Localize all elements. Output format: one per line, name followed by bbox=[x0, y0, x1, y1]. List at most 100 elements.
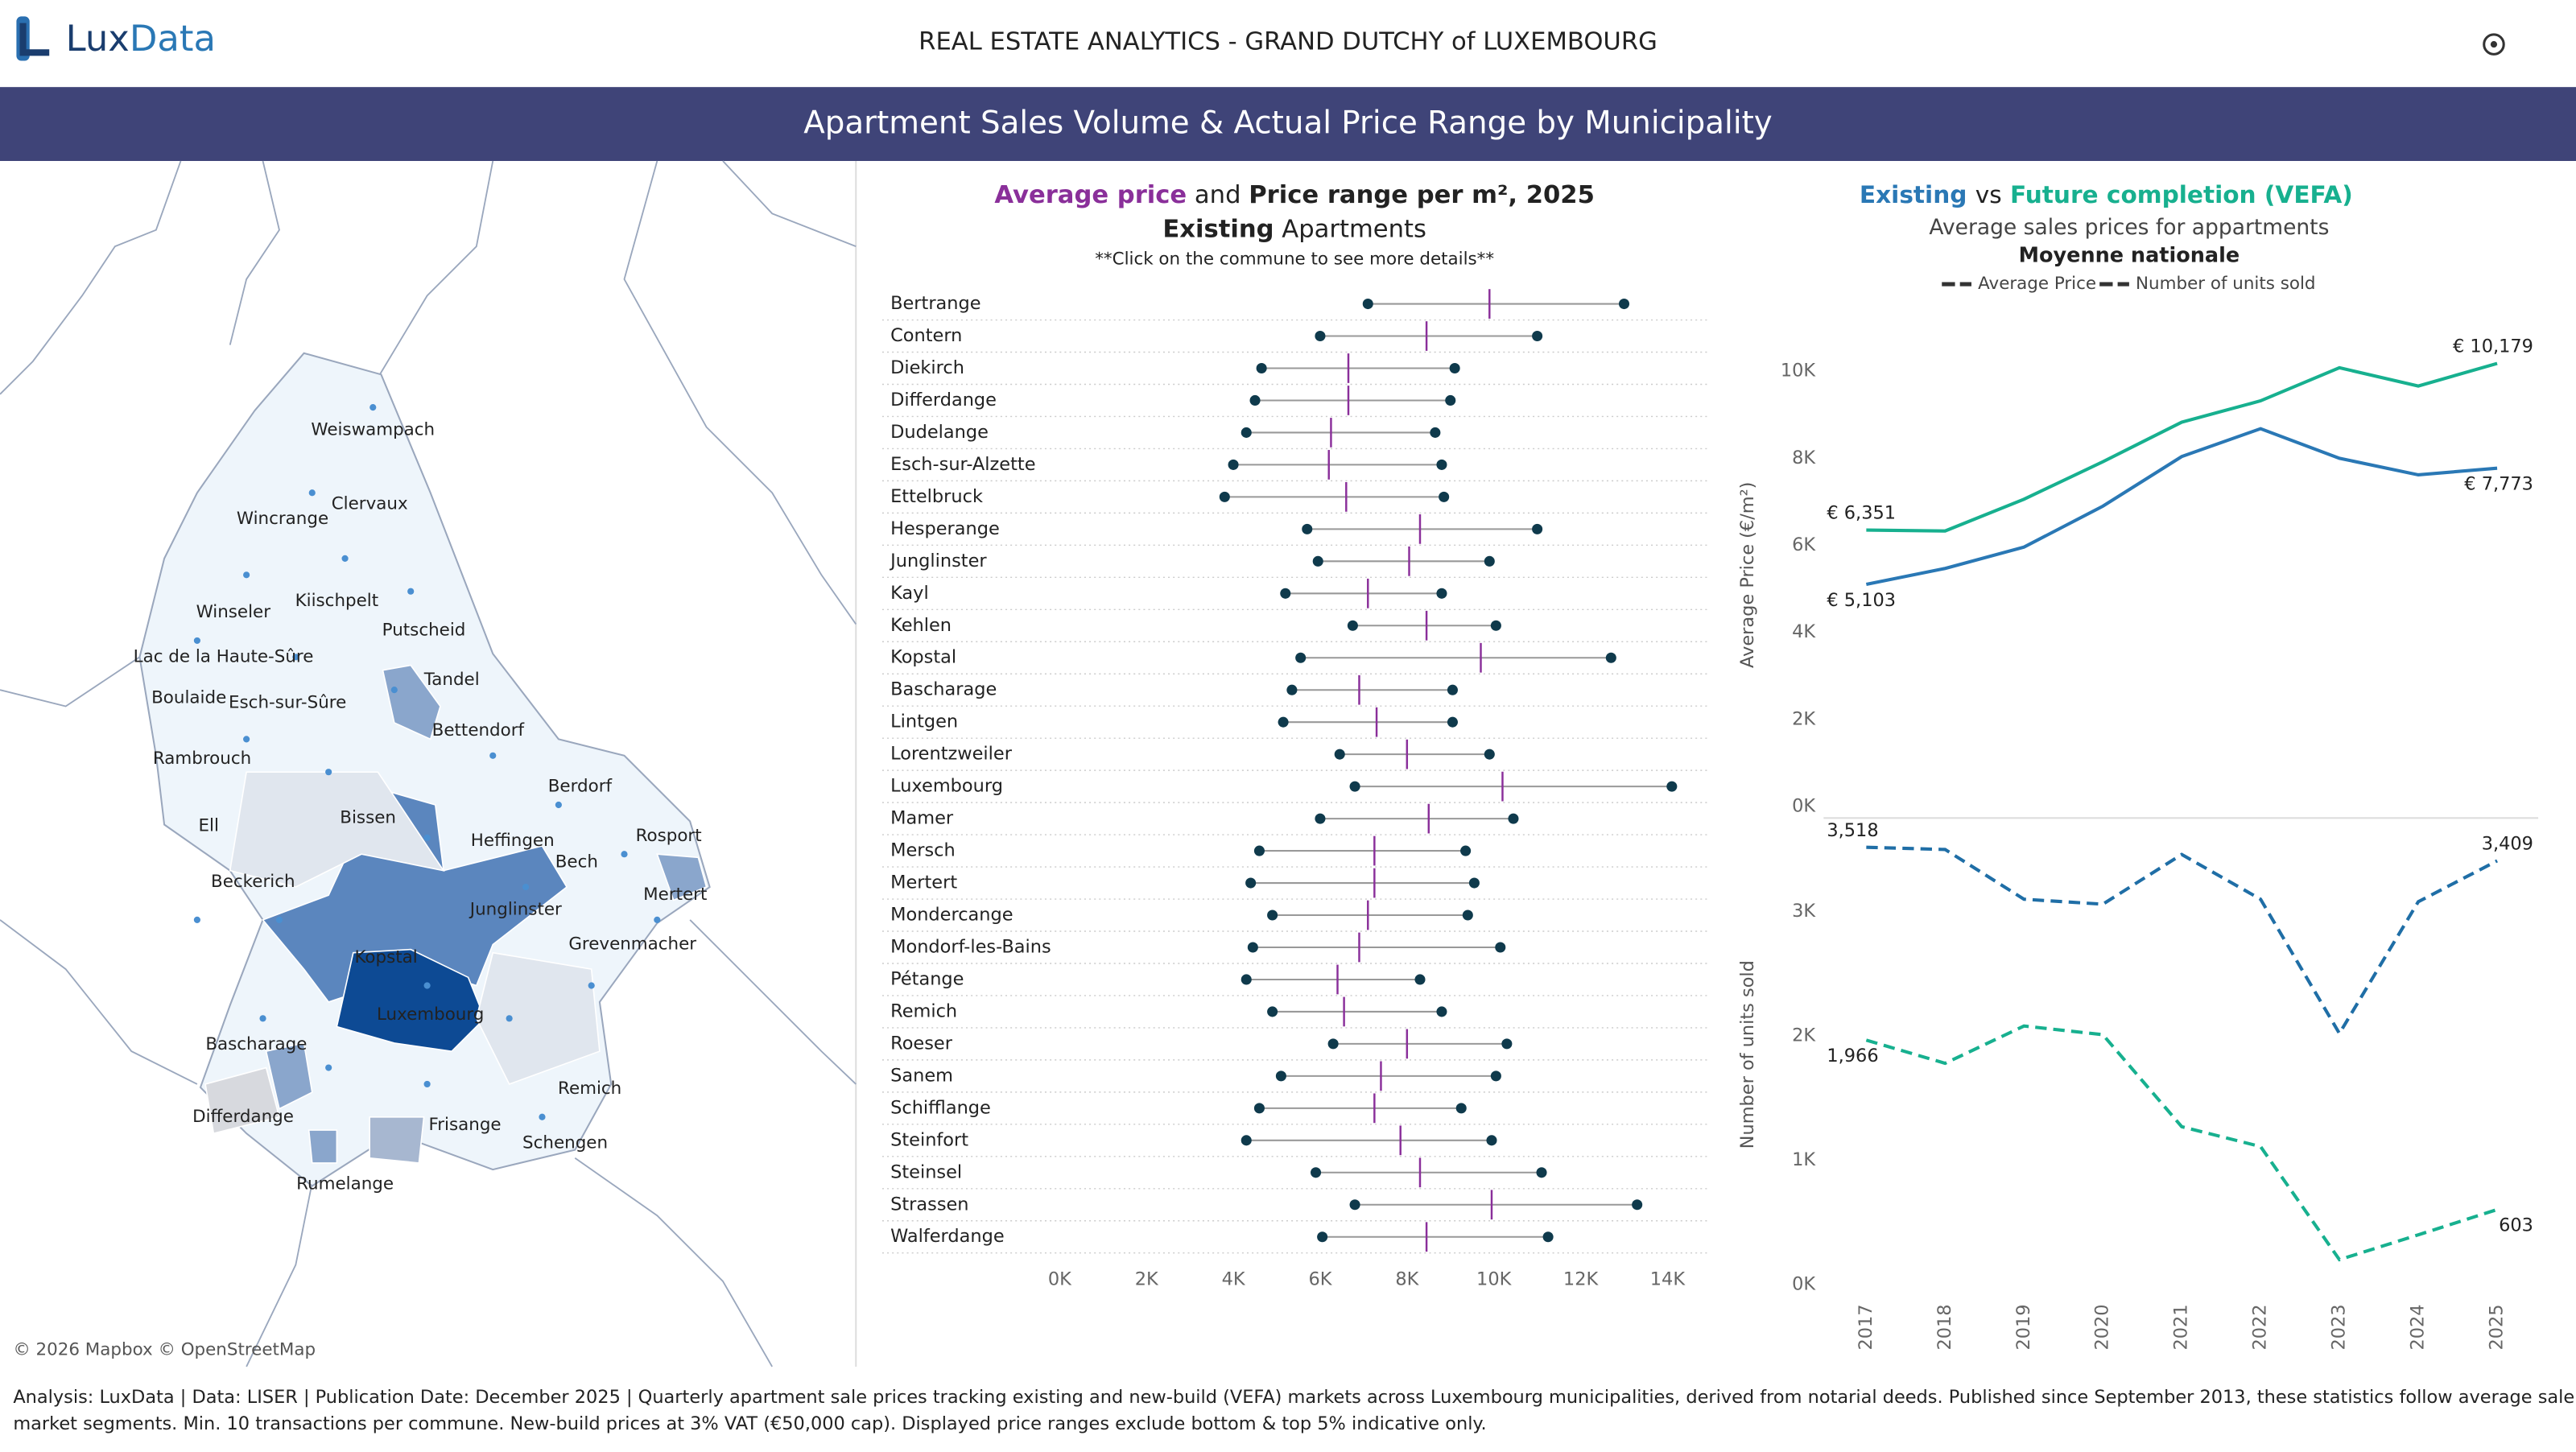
commune-name[interactable]: Differdange bbox=[890, 390, 997, 410]
commune-name[interactable]: Strassen bbox=[890, 1194, 968, 1215]
commune-row[interactable]: Junglinster bbox=[881, 546, 1709, 579]
commune-row[interactable]: Steinfort bbox=[881, 1125, 1709, 1157]
x-tick-label: 2K bbox=[1135, 1268, 1159, 1289]
range-low-dot bbox=[1334, 749, 1345, 760]
range-high-dot bbox=[1605, 652, 1616, 663]
logo-text: Data bbox=[130, 17, 216, 60]
commune-row[interactable]: Steinsel bbox=[881, 1157, 1709, 1190]
commune-name[interactable]: Remich bbox=[890, 1000, 957, 1021]
commune-row[interactable]: Lintgen bbox=[881, 707, 1709, 739]
commune-name[interactable]: Bascharage bbox=[890, 679, 997, 700]
range-high-dot bbox=[1462, 910, 1473, 921]
map-label: Junglinster bbox=[469, 900, 562, 920]
commune-name[interactable]: Sanem bbox=[890, 1065, 953, 1086]
commune-row[interactable]: Differdange bbox=[881, 386, 1709, 418]
data-label: € 5,103 bbox=[1827, 590, 1896, 611]
commune-name[interactable]: Kayl bbox=[890, 583, 929, 604]
range-low-dot bbox=[1228, 459, 1239, 470]
commune-row[interactable]: Kehlen bbox=[881, 610, 1709, 642]
commune-row[interactable]: Luxembourg bbox=[881, 771, 1709, 803]
commune-row[interactable]: Roeser bbox=[881, 1029, 1709, 1061]
commune-row[interactable]: Mertert bbox=[881, 868, 1709, 900]
commune-row[interactable]: Mamer bbox=[881, 803, 1709, 835]
commune-name[interactable]: Dudelange bbox=[890, 422, 989, 443]
commune-row[interactable]: Bascharage bbox=[881, 674, 1709, 707]
commune-row[interactable]: Remich bbox=[881, 996, 1709, 1029]
map-label: Putscheid bbox=[382, 621, 466, 641]
commune-name[interactable]: Esch-sur-Alzette bbox=[890, 454, 1035, 475]
commune-row[interactable]: Walferdange bbox=[881, 1222, 1709, 1254]
commune-name[interactable]: Diekirch bbox=[890, 357, 964, 378]
legend-existing: Existing bbox=[1860, 180, 1967, 208]
map-label: Lac de la Haute-Sûre bbox=[134, 646, 314, 666]
commune-row[interactable]: Strassen bbox=[881, 1190, 1709, 1222]
commune-row[interactable]: Mondorf-les-Bains bbox=[881, 932, 1709, 964]
x-tick-label: 0K bbox=[1048, 1268, 1072, 1289]
commune-row[interactable]: Hesperange bbox=[881, 514, 1709, 547]
range-low-dot bbox=[1362, 299, 1373, 310]
range-high-dot bbox=[1447, 684, 1458, 695]
range-high-dot bbox=[1414, 974, 1426, 985]
commune-name[interactable]: Luxembourg bbox=[890, 776, 1003, 797]
commune-name[interactable]: Roeser bbox=[890, 1033, 953, 1054]
range-low-dot bbox=[1280, 588, 1291, 599]
range-high-dot bbox=[1495, 942, 1506, 953]
commune-row[interactable]: Kopstal bbox=[881, 642, 1709, 674]
y-tick-label: 6K bbox=[1792, 534, 1816, 555]
commune-row[interactable]: Mondercange bbox=[881, 900, 1709, 932]
commune-row[interactable]: Contern bbox=[881, 321, 1709, 353]
banner-title: Apartment Sales Volume & Actual Price Ra… bbox=[803, 105, 1772, 142]
range-high-dot bbox=[1445, 394, 1456, 406]
commune-name[interactable]: Kopstal bbox=[890, 647, 956, 668]
commune-name[interactable]: Schifflange bbox=[890, 1097, 991, 1118]
commune-name[interactable]: Ettelbruck bbox=[890, 486, 983, 507]
range-low-dot bbox=[1315, 813, 1326, 824]
commune-row[interactable]: Bertrange bbox=[881, 289, 1709, 321]
y-tick-label: 8K bbox=[1792, 448, 1816, 468]
commune-name[interactable]: Contern bbox=[890, 325, 962, 346]
range-high-dot bbox=[1508, 813, 1519, 824]
range-low-dot bbox=[1253, 1103, 1265, 1114]
commune-row[interactable]: Mersch bbox=[881, 835, 1709, 868]
commune-row[interactable]: Sanem bbox=[881, 1061, 1709, 1093]
legend-range: Price range per m², 2025 bbox=[1249, 180, 1595, 208]
commune-name[interactable]: Mersch bbox=[890, 840, 956, 861]
x-tick-label: 2020 bbox=[2092, 1304, 2113, 1350]
commune-name[interactable]: Pétange bbox=[890, 968, 964, 989]
commune-name[interactable]: Lorentzweiler bbox=[890, 744, 1013, 765]
settings-icon[interactable] bbox=[2483, 33, 2505, 56]
x-tick-label: 12K bbox=[1563, 1268, 1600, 1289]
commune-name[interactable]: Steinfort bbox=[890, 1129, 968, 1150]
range-high-dot bbox=[1436, 1006, 1447, 1017]
commune-name[interactable]: Bertrange bbox=[890, 293, 980, 314]
commune-name[interactable]: Kehlen bbox=[890, 615, 952, 636]
commune-row[interactable]: Pétange bbox=[881, 964, 1709, 996]
commune-name[interactable]: Steinsel bbox=[890, 1161, 962, 1182]
commune-row[interactable]: Schifflange bbox=[881, 1093, 1709, 1125]
commune-row[interactable]: Diekirch bbox=[881, 353, 1709, 386]
x-tick-label: 2017 bbox=[1856, 1304, 1876, 1350]
map-label: Ell bbox=[198, 816, 218, 836]
commune-row[interactable]: Dudelange bbox=[881, 418, 1709, 450]
commune-name[interactable]: Lintgen bbox=[890, 712, 958, 732]
commune-name[interactable]: Mamer bbox=[890, 808, 954, 829]
commune-row[interactable]: Ettelbruck bbox=[881, 482, 1709, 514]
commune-row[interactable]: Lorentzweiler bbox=[881, 739, 1709, 771]
range-low-dot bbox=[1267, 1006, 1278, 1017]
legend-label: Number of units sold bbox=[2136, 274, 2315, 294]
commune-name[interactable]: Mondercange bbox=[890, 905, 1013, 926]
commune-row[interactable]: Esch-sur-Alzette bbox=[881, 450, 1709, 482]
commune-name[interactable]: Walferdange bbox=[890, 1226, 1005, 1247]
range-high-dot bbox=[1460, 845, 1472, 856]
title-join: and bbox=[1195, 180, 1241, 208]
commune-name[interactable]: Mertert bbox=[890, 872, 957, 893]
commune-name[interactable]: Junglinster bbox=[889, 551, 987, 571]
range-low-dot bbox=[1315, 330, 1326, 342]
commune-name[interactable]: Mondorf-les-Bains bbox=[890, 936, 1051, 957]
commune-row[interactable]: Kayl bbox=[881, 578, 1709, 610]
range-high-dot bbox=[1436, 588, 1447, 599]
commune-name[interactable]: Hesperange bbox=[890, 518, 1000, 539]
range-low-dot bbox=[1241, 1135, 1252, 1146]
